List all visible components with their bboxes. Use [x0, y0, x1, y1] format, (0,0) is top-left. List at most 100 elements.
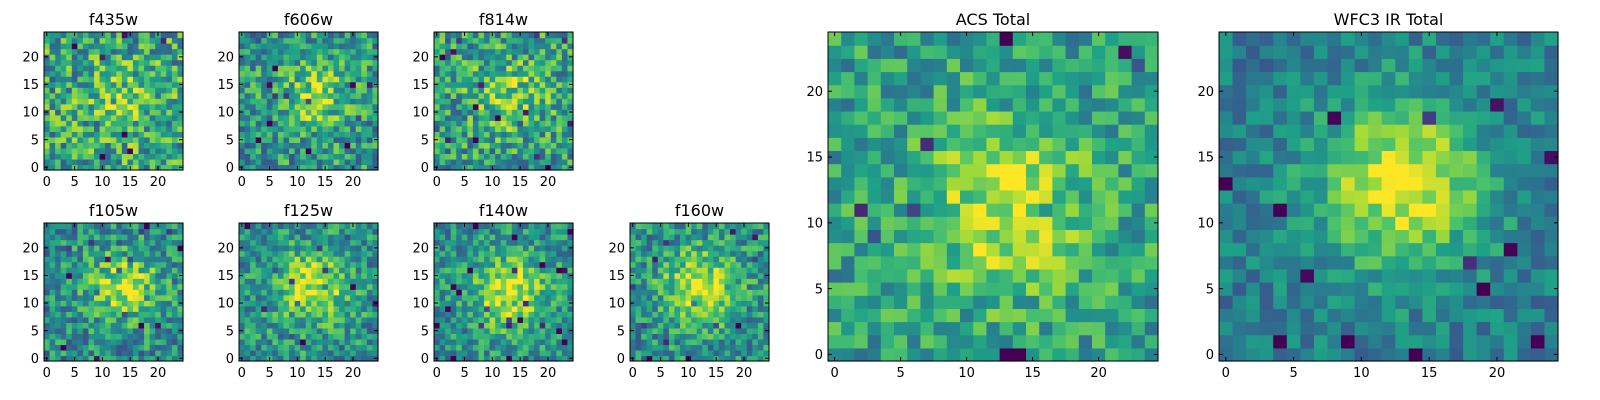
heatmap-cell: [305, 70, 312, 77]
heatmap-cell: [986, 347, 1001, 362]
heatmap-cell: [445, 76, 452, 83]
heatmap-cell: [707, 234, 714, 241]
heatmap-cell: [333, 272, 340, 279]
heatmap-cell: [434, 120, 441, 127]
heatmap-cell: [478, 256, 485, 263]
heatmap-cell: [757, 316, 765, 323]
heatmap-cell: [445, 316, 452, 323]
heatmap-cell: [239, 261, 246, 268]
heatmap-cell: [478, 278, 485, 285]
heatmap-cell: [350, 344, 357, 351]
heatmap-cell: [60, 305, 67, 312]
heatmap-cell: [250, 239, 257, 246]
heatmap-cell: [138, 327, 145, 334]
heatmap-cell: [110, 43, 117, 50]
heatmap-cell: [71, 125, 78, 132]
heatmap-cell: [757, 234, 765, 241]
heatmap-cell: [177, 98, 184, 105]
heatmap-cell: [467, 239, 474, 246]
heatmap-cell: [144, 289, 151, 296]
heatmap-cell: [294, 234, 301, 241]
heatmap-cell: [289, 349, 296, 357]
heatmap-cell: [500, 239, 507, 246]
heatmap-cell: [272, 81, 279, 88]
heatmap-cell: [155, 65, 162, 72]
heatmap-cell: [277, 250, 285, 257]
heatmap-cell: [467, 223, 474, 230]
heatmap-cell: [652, 245, 659, 252]
heatmap-cell: [333, 70, 340, 77]
heatmap-cell: [116, 316, 123, 323]
heatmap-cell: [489, 322, 496, 329]
heatmap-cell: [663, 256, 670, 263]
heatmap-cell: [350, 239, 357, 246]
heatmap-cell: [1012, 308, 1027, 323]
heatmap-cell: [155, 278, 162, 285]
heatmap-cell: [511, 349, 518, 357]
heatmap-cell: [506, 70, 513, 77]
heatmap-cell: [495, 322, 502, 329]
heatmap-cell: [517, 338, 524, 346]
heatmap-cell: [763, 234, 770, 241]
heatmap-cell: [467, 48, 474, 55]
heatmap-cell: [556, 294, 563, 301]
heatmap-cell: [467, 32, 474, 39]
heatmap-cell: [361, 239, 368, 246]
heatmap-cell: [556, 87, 563, 94]
heatmap-cell: [372, 98, 379, 105]
heatmap-cell: [752, 278, 759, 285]
heatmap-cell: [439, 136, 446, 143]
heatmap-cell: [66, 109, 73, 116]
heatmap-cell: [478, 239, 485, 246]
heatmap-cell: [484, 120, 491, 127]
heatmap-cell: [696, 338, 703, 346]
heatmap-cell: [99, 114, 106, 121]
heatmap-cell: [344, 300, 351, 307]
heatmap-cell: [730, 289, 737, 296]
heatmap-cell: [372, 32, 379, 39]
heatmap-cell: [467, 355, 474, 362]
heatmap-cell: [77, 103, 84, 110]
heatmap-cell: [311, 87, 318, 94]
heatmap-cell: [55, 305, 62, 312]
heatmap-cell: [294, 103, 301, 110]
heatmap-cell: [327, 131, 335, 138]
heatmap-cell: [171, 355, 179, 362]
heatmap-cell: [149, 283, 156, 290]
heatmap-cell: [250, 142, 257, 149]
heatmap-cell: [545, 344, 552, 351]
heatmap-cell: [461, 300, 468, 307]
heatmap-cell: [311, 147, 318, 155]
heatmap-cell: [160, 76, 167, 83]
heatmap-cell: [1026, 295, 1040, 309]
heatmap-cell: [506, 338, 513, 346]
heatmap-cell: [445, 322, 452, 329]
heatmap-cell: [289, 59, 296, 66]
heatmap-cell: [155, 234, 162, 241]
heatmap-cell: [138, 131, 145, 138]
heatmap-cell: [561, 87, 569, 94]
heatmap-cell: [522, 32, 530, 39]
heatmap-cell: [327, 344, 335, 351]
heatmap-cell: [511, 109, 518, 116]
heatmap-cell: [894, 334, 908, 349]
heatmap-cell: [545, 250, 552, 257]
heatmap-cell: [355, 239, 362, 246]
heatmap-cell: [366, 131, 374, 138]
heatmap-cell: [160, 32, 167, 39]
heatmap-cell: [907, 203, 921, 217]
heatmap-cell: [361, 256, 368, 263]
heatmap-cell: [556, 300, 563, 307]
heatmap-cell: [99, 131, 106, 138]
heatmap-cell: [495, 98, 502, 105]
heatmap-cell: [49, 355, 56, 362]
heatmap-cell: [166, 294, 173, 301]
heatmap-cell: [266, 338, 273, 346]
heatmap-cell: [730, 272, 737, 279]
heatmap-cell: [316, 322, 323, 329]
heatmap-cell: [500, 256, 507, 263]
heatmap-cell: [55, 109, 62, 116]
heatmap-cell: [478, 338, 485, 346]
heatmap-cell: [500, 349, 507, 357]
heatmap-cell: [339, 289, 346, 296]
